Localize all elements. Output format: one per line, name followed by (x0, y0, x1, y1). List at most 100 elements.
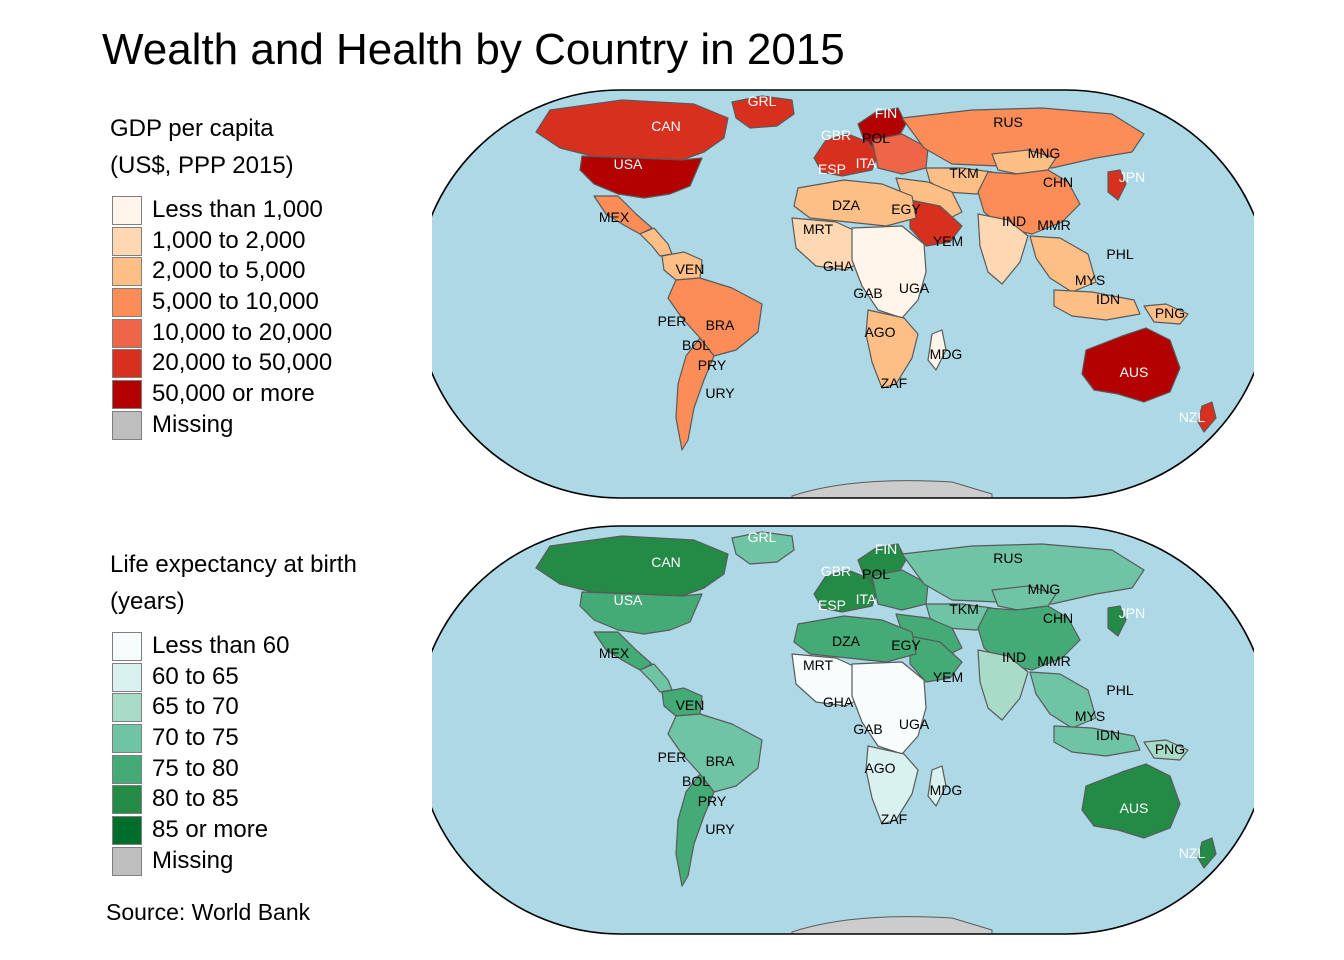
country-label: GBR (821, 127, 851, 143)
country-label: FIN (875, 105, 898, 121)
country-label: PHL (1106, 682, 1133, 698)
life-region-north-africa (793, 615, 917, 663)
country-label: CAN (651, 118, 681, 134)
country-label: AGO (864, 760, 895, 776)
country-label: PER (658, 313, 687, 329)
gdp-legend-item: 5,000 to 10,000 (110, 288, 319, 319)
country-label: VEN (676, 261, 705, 277)
life-legend-swatch (112, 754, 142, 784)
gdp-region-saudi-arabia (909, 199, 963, 247)
country-label: YEM (933, 233, 963, 249)
country-label: TKM (949, 601, 979, 617)
country-label: TKM (949, 165, 979, 181)
gdp-region-antarctica (791, 480, 993, 498)
gdp-legend-label: 10,000 to 20,000 (152, 318, 333, 346)
gdp-legend-item: 50,000 or more (110, 380, 315, 411)
country-label: UGA (899, 280, 930, 296)
life-region-antarctica (791, 916, 993, 934)
country-label: AUS (1120, 800, 1149, 816)
life-legend-label: 80 to 85 (152, 785, 239, 813)
country-label: VEN (676, 697, 705, 713)
country-label: ESP (818, 161, 846, 177)
country-label: CHN (1043, 174, 1073, 190)
country-label: IND (1002, 649, 1026, 665)
life-region-saudi-arabia (909, 635, 963, 683)
country-label: PRY (698, 793, 727, 809)
gdp-region-south-america (667, 277, 763, 357)
gdp-legend: GDP per capita (US$, PPP 2015) Less than… (110, 110, 332, 442)
gdp-legend-title-line2: (US$, PPP 2015) (110, 152, 294, 179)
gdp-region-southeast-asia (1029, 235, 1097, 293)
gdp-legend-item: 2,000 to 5,000 (110, 257, 305, 288)
gdp-region-madagascar (927, 329, 947, 371)
gdp-legend-swatch (112, 196, 142, 225)
gdp-region-europe (813, 133, 879, 177)
gdp-legend-label: 20,000 to 50,000 (152, 349, 333, 377)
country-label: USA (614, 592, 643, 608)
country-label: DZA (832, 197, 861, 213)
life-legend-item: Less than 60 (110, 632, 357, 663)
country-label: MEX (599, 645, 630, 661)
country-label: MMR (1037, 653, 1070, 669)
life-region-russia (901, 543, 1145, 605)
country-label: POL (862, 130, 890, 146)
life-region-central-africa (851, 661, 927, 755)
country-label: IDN (1096, 727, 1120, 743)
country-label: AGO (864, 324, 895, 340)
life-legend-item: 85 or more (110, 816, 357, 847)
gdp-map-outline (432, 89, 1254, 499)
gdp-region-greenland (731, 95, 795, 129)
country-label: MNG (1028, 145, 1061, 161)
country-label: EGY (891, 637, 921, 653)
gdp-legend-label: Less than 1,000 (152, 196, 323, 223)
gdp-legend-title-line1: GDP per capita (110, 115, 274, 142)
gdp-legend-swatch (112, 410, 142, 440)
gdp-region-argentina (675, 337, 715, 451)
gdp-legend-item: Less than 1,000 (110, 196, 323, 227)
life-region-madagascar (927, 765, 947, 807)
life-region-new-zealand (1197, 837, 1217, 869)
life-legend-item: 80 to 85 (110, 785, 357, 816)
life-legend-item: 65 to 70 (110, 693, 357, 724)
life-region-china (977, 605, 1081, 671)
country-label: MNG (1028, 581, 1061, 597)
country-label: GRL (748, 529, 777, 545)
life-legend-swatch (112, 785, 142, 815)
gdp-region-russia (901, 107, 1145, 169)
gdp-region-indonesia (1053, 289, 1141, 321)
country-label: YEM (933, 669, 963, 685)
country-label: MYS (1075, 272, 1105, 288)
country-label: PRY (698, 357, 727, 373)
gdp-region-png (1143, 303, 1189, 325)
life-legend-label: 70 to 75 (152, 724, 239, 752)
country-label: JPN (1119, 605, 1145, 621)
gdp-region-japan (1107, 169, 1127, 201)
page-title: Wealth and Health by Country in 2015 (102, 25, 845, 74)
gdp-map-svg: GRL FIN CAN RUS GBR POL USA MNG ESP ITA TKM CHN JPN D… (432, 89, 1254, 499)
life-expectancy-map: GRL FIN CAN RUS GBR POL USA MNG ESP ITA TKM CHN JPN D… (432, 524, 1254, 936)
country-label: ZAF (881, 811, 907, 827)
gdp-legend-item: 1,000 to 2,000 (110, 226, 305, 258)
life-region-australia (1081, 763, 1181, 839)
life-legend-label: 75 to 80 (152, 754, 239, 782)
country-label: GBR (821, 563, 851, 579)
life-region-india (977, 649, 1029, 721)
life-legend-swatch (112, 816, 142, 846)
gdp-legend-swatch (112, 226, 142, 256)
country-label: RUS (993, 114, 1023, 130)
country-label: CAN (651, 554, 681, 570)
life-region-greenland (731, 531, 795, 565)
gdp-legend-label: Missing (152, 410, 234, 438)
gdp-legend-label: 1,000 to 2,000 (152, 226, 306, 254)
life-map-outline (432, 525, 1254, 935)
country-label: JPN (1119, 169, 1145, 185)
country-label: URY (705, 385, 735, 401)
country-label: UGA (899, 716, 930, 732)
gdp-region-southern-africa (865, 309, 919, 389)
country-label: NZL (1179, 845, 1206, 861)
gdp-legend-item: 20,000 to 50,000 (110, 349, 332, 380)
country-label: ITA (856, 155, 877, 171)
gdp-legend-swatch (112, 349, 142, 379)
gdp-region-australia (1081, 327, 1181, 403)
gdp-region-india (977, 213, 1029, 285)
